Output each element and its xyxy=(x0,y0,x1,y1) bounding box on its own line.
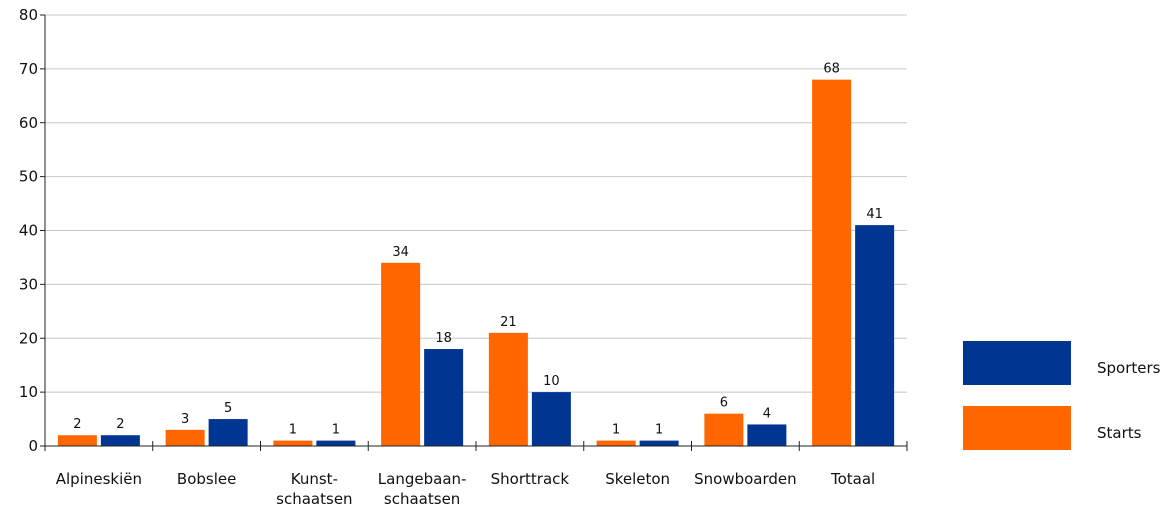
legend-label-starts: Starts xyxy=(1097,424,1142,442)
y-tick-label-10: 10 xyxy=(19,383,38,401)
category-label-skeleton: Skeleton xyxy=(605,470,670,488)
y-tick-label-60: 60 xyxy=(19,114,38,132)
category-label-langebaan-schaatsen: Langebaan-schaatsen xyxy=(378,470,467,508)
legend: Sporters Starts xyxy=(963,341,1161,450)
data-label-sporters-alpineski-n: 2 xyxy=(116,417,124,432)
category-label-alpineski-n: Alpineskiën xyxy=(56,470,142,488)
bar-sporters-skeleton xyxy=(639,440,679,446)
bar-starts-skeleton xyxy=(596,440,636,446)
bar-starts-alpineski-n xyxy=(57,435,97,446)
data-label-sporters-langebaan-schaatsen: 18 xyxy=(435,331,452,346)
bars xyxy=(57,79,895,447)
data-label-starts-bobslee: 3 xyxy=(181,412,189,427)
y-tick-label-70: 70 xyxy=(19,60,38,78)
category-label-totaal: Totaal xyxy=(830,470,875,488)
legend-swatch-sporters xyxy=(963,341,1071,385)
data-label-sporters-kunst-schaatsen: 1 xyxy=(332,423,340,438)
bar-sporters-snowboarden xyxy=(747,424,787,446)
data-label-sporters-totaal: 41 xyxy=(866,207,883,222)
y-tick-label-80: 80 xyxy=(19,6,38,24)
data-label-starts-shorttrack: 21 xyxy=(500,315,517,330)
bar-starts-shorttrack xyxy=(488,332,528,446)
bar-sporters-langebaan-schaatsen xyxy=(424,349,464,446)
category-label-snowboarden: Snowboarden xyxy=(694,470,797,488)
data-labels: 2 3 1 34 21 1 6 68 2 5 1 18 10 1 4 41 xyxy=(73,62,883,438)
y-tick-label-0: 0 xyxy=(28,437,38,455)
data-label-sporters-skeleton: 1 xyxy=(655,423,663,438)
data-label-starts-totaal: 68 xyxy=(823,62,840,77)
y-axis-ticks: 0 10 20 30 40 50 60 70 80 xyxy=(19,6,45,455)
data-label-starts-snowboarden: 6 xyxy=(720,396,728,411)
gridlines xyxy=(45,14,907,393)
legend-label-sporters: Sporters xyxy=(1097,359,1161,377)
data-label-sporters-bobslee: 5 xyxy=(224,401,232,416)
category-label-shorttrack: Shorttrack xyxy=(491,470,570,488)
data-label-sporters-snowboarden: 4 xyxy=(763,406,771,421)
data-label-starts-alpineski-n: 2 xyxy=(73,417,81,432)
category-labels: Alpineskiën Bobslee Kunst-schaatsen Langeba… xyxy=(56,470,876,508)
axes xyxy=(44,15,908,451)
y-tick-label-20: 20 xyxy=(19,329,38,347)
bar-starts-kunst-schaatsen xyxy=(273,440,313,446)
bar-sporters-shorttrack xyxy=(531,392,571,446)
data-label-sporters-shorttrack: 10 xyxy=(543,374,560,389)
y-tick-label-50: 50 xyxy=(19,168,38,186)
data-label-starts-kunst-schaatsen: 1 xyxy=(289,423,297,438)
bar-starts-bobslee xyxy=(165,429,205,446)
legend-swatch-starts xyxy=(963,406,1071,450)
category-label-kunst-schaatsen: Kunst-schaatsen xyxy=(276,470,352,508)
y-tick-label-40: 40 xyxy=(19,222,38,240)
bar-sporters-kunst-schaatsen xyxy=(316,440,356,446)
bar-starts-totaal xyxy=(812,79,852,447)
bar-starts-langebaan-schaatsen xyxy=(381,262,421,446)
category-label-bobslee: Bobslee xyxy=(177,470,236,488)
bar-sporters-totaal xyxy=(855,225,895,446)
y-tick-label-30: 30 xyxy=(19,275,38,293)
bar-starts-snowboarden xyxy=(704,413,744,446)
data-label-starts-skeleton: 1 xyxy=(612,423,620,438)
bar-sporters-alpineski-n xyxy=(100,435,140,446)
data-label-starts-langebaan-schaatsen: 34 xyxy=(392,245,409,260)
bar-sporters-bobslee xyxy=(208,419,248,446)
